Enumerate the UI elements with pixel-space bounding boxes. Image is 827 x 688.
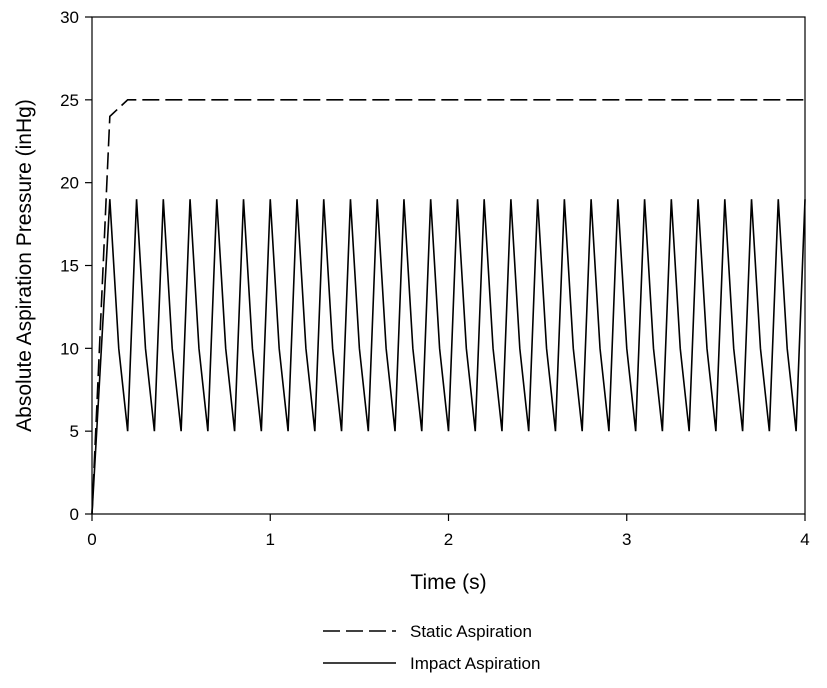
x-tick-label: 4 xyxy=(800,530,809,549)
y-tick-label: 20 xyxy=(60,174,79,193)
series-layer xyxy=(91,99,806,515)
x-tick-label: 3 xyxy=(622,530,631,549)
x-tick-label: 1 xyxy=(266,530,275,549)
series-line-impact-aspiration xyxy=(91,199,806,515)
y-tick-label: 30 xyxy=(60,8,79,27)
x-tick-label: 0 xyxy=(87,530,96,549)
legend-label-static-aspiration: Static Aspiration xyxy=(410,622,532,641)
y-axis: 0 5 10 15 20 25 30 xyxy=(60,8,92,524)
x-axis-title: Time (s) xyxy=(410,571,486,594)
x-axis: 0 1 2 3 4 xyxy=(87,514,810,549)
y-axis-title: Absolute Aspiration Pressure (inHg) xyxy=(13,99,36,432)
y-tick-label: 10 xyxy=(60,339,79,358)
x-tick-label: 2 xyxy=(444,530,453,549)
legend-label-impact-aspiration: Impact Aspiration xyxy=(410,654,540,673)
plot-frame xyxy=(91,16,806,515)
y-tick-label: 25 xyxy=(60,91,79,110)
legend: Static Aspiration Impact Aspiration xyxy=(323,622,540,673)
y-tick-label: 0 xyxy=(70,505,79,524)
y-tick-label: 15 xyxy=(60,257,79,276)
series-line-static-aspiration xyxy=(91,99,805,515)
y-tick-label: 5 xyxy=(70,422,79,441)
plot-area xyxy=(91,16,806,515)
